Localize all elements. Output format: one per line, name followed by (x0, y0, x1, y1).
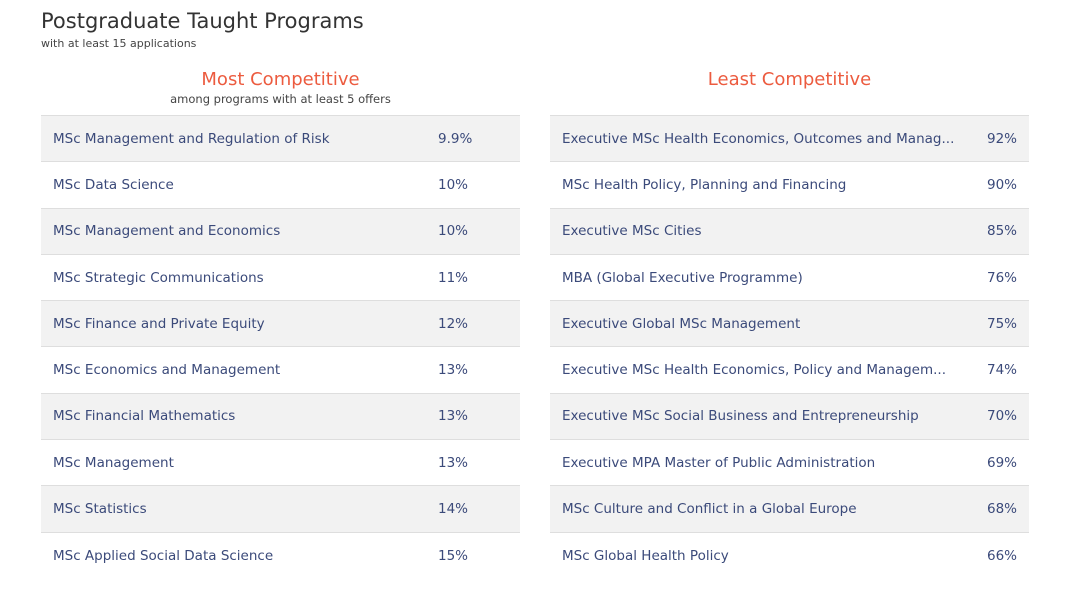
program-name: MSc Culture and Conflict in a Global Eur… (562, 501, 857, 518)
acceptance-rate: 15% (438, 547, 469, 564)
program-name: MSc Global Health Policy (562, 547, 729, 564)
most-competitive-panel: Most Competitive among programs with at … (41, 67, 520, 579)
table-row: MSc Management 13% (41, 440, 520, 487)
table-row: MSc Applied Social Data Science 15% (41, 533, 520, 579)
table-row: MSc Culture and Conflict in a Global Eur… (550, 486, 1029, 533)
program-name: Executive MPA Master of Public Administr… (562, 454, 876, 471)
program-name: MSc Strategic Communications (53, 269, 264, 286)
table-row: Executive MSc Health Economics, Outcomes… (550, 116, 1029, 163)
acceptance-rate: 11% (438, 269, 469, 286)
program-name: MSc Management and Regulation of Risk (53, 130, 330, 147)
page-subtitle: with at least 15 applications (41, 37, 197, 50)
acceptance-rate: 92% (986, 130, 1017, 147)
program-name: Executive MSc Cities (562, 223, 702, 240)
page-title: Postgraduate Taught Programs (41, 9, 364, 33)
table-row: MBA (Global Executive Programme) 76% (550, 255, 1029, 302)
acceptance-rate: 10% (438, 223, 469, 240)
acceptance-rate: 76% (986, 269, 1017, 286)
program-name: Executive MSc Health Economics, Outcomes… (562, 130, 955, 147)
most-competitive-title: Most Competitive (201, 69, 360, 90)
table-row: MSc Financial Mathematics 13% (41, 393, 520, 441)
acceptance-rate: 66% (986, 547, 1017, 564)
table-row: MSc Global Health Policy 66% (550, 533, 1029, 579)
program-name: MSc Economics and Management (53, 362, 281, 379)
table-row: Executive MSc Social Business and Entrep… (550, 393, 1029, 441)
table-row: MSc Strategic Communications 11% (41, 255, 520, 302)
acceptance-rate: 13% (438, 408, 469, 425)
least-competitive-panel: Least Competitive Executive MSc Health E… (550, 67, 1029, 579)
program-name: MSc Financial Mathematics (53, 408, 236, 425)
program-name: Executive Global MSc Management (562, 315, 801, 332)
least-competitive-title: Least Competitive (707, 69, 872, 90)
program-name: MSc Applied Social Data Science (53, 547, 274, 564)
acceptance-rate: 12% (438, 315, 469, 332)
table-row: Executive Global MSc Management 75% (550, 301, 1029, 348)
acceptance-rate: 85% (986, 223, 1017, 240)
acceptance-rate: 10% (438, 176, 469, 193)
program-name: Executive MSc Social Business and Entrep… (562, 408, 919, 425)
program-name: MSc Data Science (53, 176, 174, 193)
acceptance-rate: 69% (986, 454, 1017, 471)
table-row: MSc Economics and Management 13% (41, 347, 520, 394)
table-row: MSc Finance and Private Equity 12% (41, 301, 520, 348)
table-row: Executive MSc Health Economics, Policy a… (550, 347, 1029, 394)
least-competitive-header: Least Competitive (550, 67, 1029, 115)
table-row: MSc Management and Regulation of Risk 9.… (41, 116, 520, 163)
program-name: MSc Management (53, 454, 174, 471)
program-name: MSc Statistics (53, 501, 147, 518)
table-row: MSc Management and Economics 10% (41, 208, 520, 255)
most-competitive-header: Most Competitive among programs with at … (41, 67, 520, 115)
least-competitive-table: Executive MSc Health Economics, Outcomes… (550, 115, 1029, 579)
acceptance-rate: 75% (986, 315, 1017, 332)
acceptance-rate: 13% (438, 362, 469, 379)
most-competitive-table: MSc Management and Regulation of Risk 9.… (41, 115, 520, 579)
acceptance-rate: 9.9% (438, 130, 473, 147)
table-row: MSc Statistics 14% (41, 486, 520, 533)
program-name: MSc Management and Economics (53, 223, 281, 240)
most-competitive-subtitle: among programs with at least 5 offers (170, 92, 391, 106)
program-name: Executive MSc Health Economics, Policy a… (562, 362, 946, 379)
program-name: MBA (Global Executive Programme) (562, 269, 803, 286)
table-row: MSc Data Science 10% (41, 162, 520, 209)
acceptance-rate: 68% (986, 501, 1017, 518)
table-row: Executive MPA Master of Public Administr… (550, 440, 1029, 487)
table-row: Executive MSc Cities 85% (550, 208, 1029, 255)
acceptance-rate: 90% (986, 176, 1017, 193)
program-name: MSc Health Policy, Planning and Financin… (562, 176, 847, 193)
acceptance-rate: 70% (986, 408, 1017, 425)
acceptance-rate: 13% (438, 454, 469, 471)
acceptance-rate: 14% (438, 501, 469, 518)
table-row: MSc Health Policy, Planning and Financin… (550, 162, 1029, 209)
program-name: MSc Finance and Private Equity (53, 315, 265, 332)
acceptance-rate: 74% (986, 362, 1017, 379)
